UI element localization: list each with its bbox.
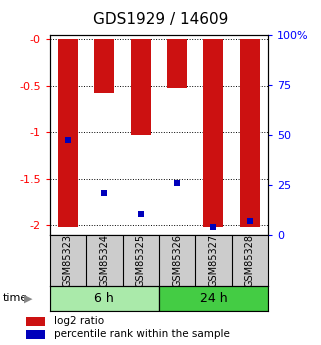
Bar: [50, 286, 159, 310]
Bar: [58, 39, 78, 227]
Bar: [131, 39, 151, 135]
Bar: [204, 39, 223, 227]
Text: GSM85326: GSM85326: [172, 234, 182, 287]
Text: ▶: ▶: [24, 294, 32, 303]
Text: GSM85327: GSM85327: [208, 234, 219, 287]
Text: time: time: [3, 294, 29, 303]
Bar: [94, 39, 114, 93]
Text: 6 h: 6 h: [94, 292, 114, 305]
Text: GSM85323: GSM85323: [63, 234, 73, 287]
Bar: [26, 330, 46, 339]
Bar: [240, 39, 260, 227]
Text: 24 h: 24 h: [200, 292, 227, 305]
Text: GDS1929 / 14609: GDS1929 / 14609: [93, 12, 228, 27]
Text: percentile rank within the sample: percentile rank within the sample: [54, 329, 230, 339]
Text: log2 ratio: log2 ratio: [54, 316, 104, 326]
Bar: [26, 317, 46, 326]
Bar: [167, 39, 187, 88]
Bar: [159, 286, 268, 310]
Text: GSM85324: GSM85324: [99, 234, 109, 287]
Text: GSM85325: GSM85325: [136, 234, 146, 287]
Text: GSM85328: GSM85328: [245, 234, 255, 287]
